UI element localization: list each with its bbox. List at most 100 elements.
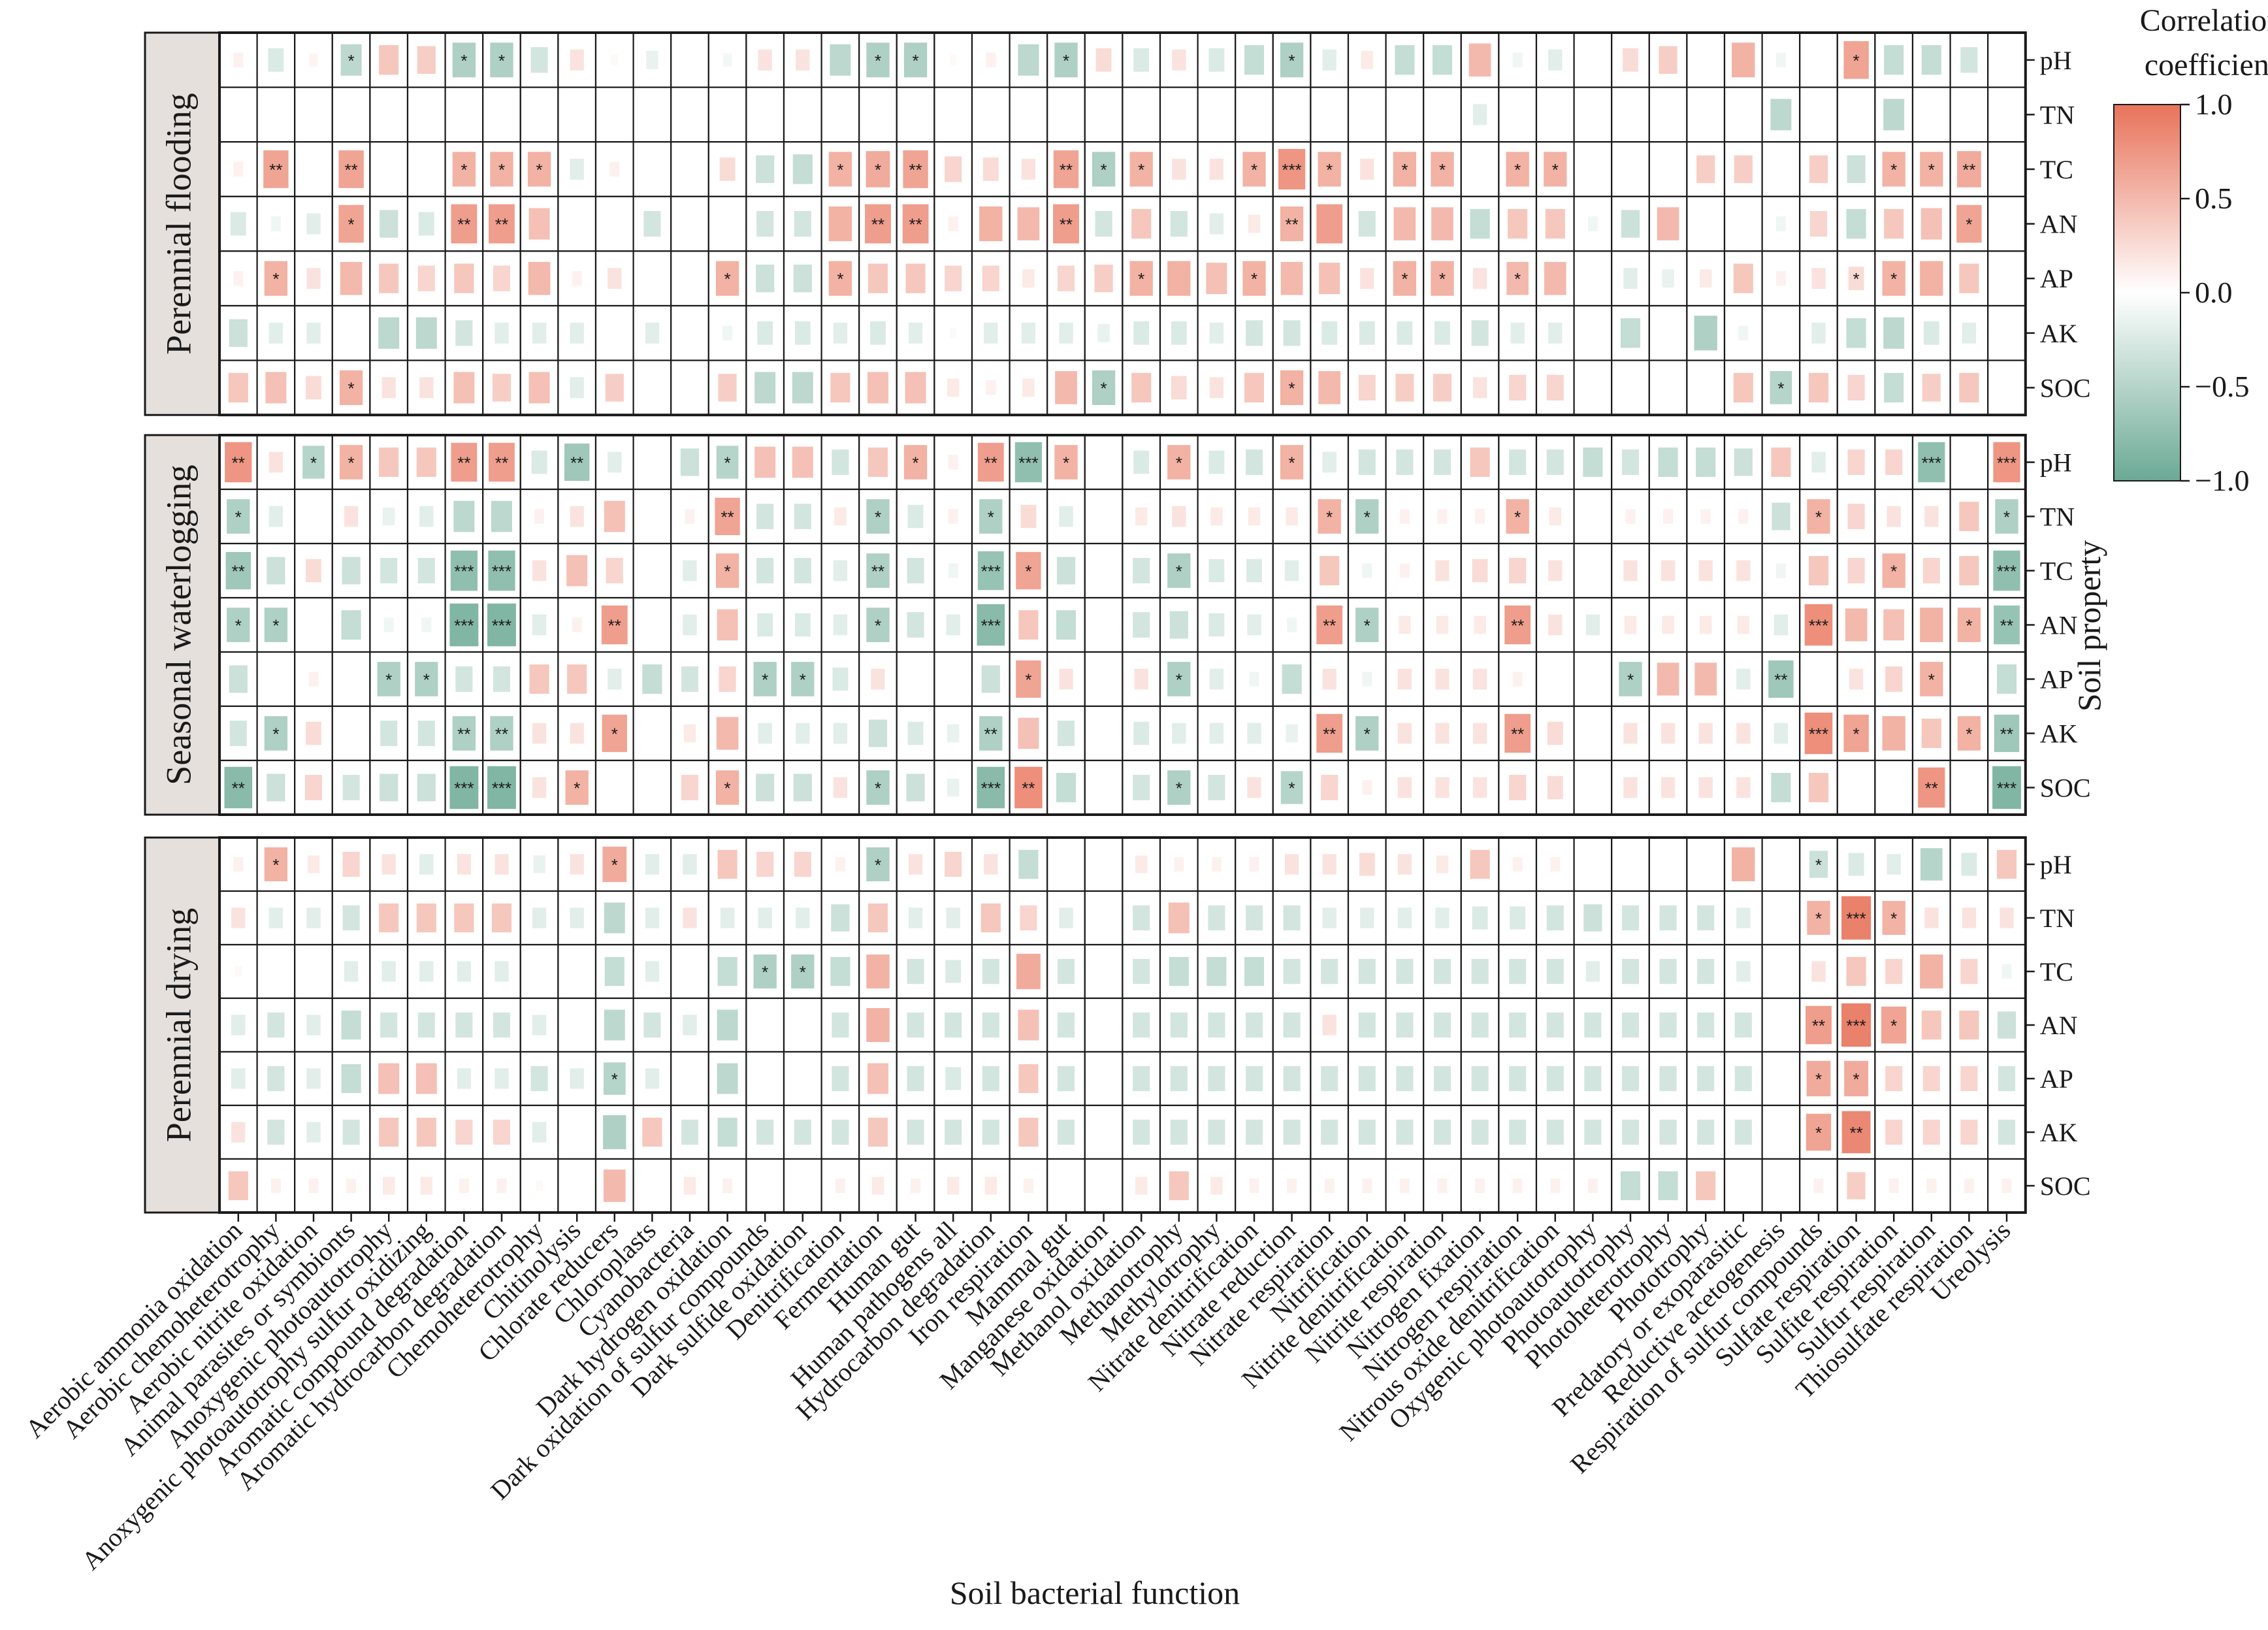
correlation-mark — [1698, 723, 1713, 744]
correlation-mark — [1994, 714, 2020, 753]
correlation-mark — [488, 550, 515, 591]
significance-label: * — [1853, 51, 1860, 71]
correlation-mark — [1698, 777, 1713, 798]
legend-title-line1: Correlation — [2140, 3, 2268, 38]
correlation-mark — [1809, 851, 1828, 878]
correlation-mark — [379, 263, 399, 293]
correlation-mark — [1620, 318, 1641, 348]
correlation-mark — [1548, 560, 1563, 581]
correlation-mark — [794, 558, 811, 583]
correlation-mark — [832, 667, 849, 691]
correlation-mark — [1092, 370, 1116, 405]
correlation-mark — [1207, 956, 1227, 986]
correlation-mark — [646, 50, 658, 69]
correlation-mark — [828, 261, 852, 296]
heatmap-cell — [1385, 86, 1425, 143]
correlation-mark — [1509, 958, 1527, 985]
correlation-mark — [1882, 261, 1905, 296]
correlation-mark — [716, 446, 739, 479]
significance-label: * — [800, 670, 806, 690]
correlation-mark — [1959, 1010, 1979, 1040]
correlation-mark — [566, 555, 588, 587]
correlation-mark — [379, 903, 399, 933]
significance-label: * — [1251, 269, 1257, 289]
significance-label: * — [1289, 453, 1295, 473]
heatmap-cell — [1723, 1158, 1763, 1214]
significance-label: * — [913, 51, 919, 71]
correlation-mark — [1734, 448, 1753, 476]
heatmap-cell — [670, 195, 709, 252]
correlation-mark — [605, 374, 624, 402]
correlation-mark — [1432, 45, 1453, 75]
correlation-mark — [1962, 907, 1977, 928]
significance-label: * — [348, 453, 355, 473]
significance-label: * — [762, 670, 768, 690]
correlation-mark — [1697, 1119, 1715, 1145]
heatmap-cell — [1347, 86, 1387, 143]
correlation-mark — [1433, 1066, 1451, 1092]
correlation-mark — [1245, 449, 1263, 475]
significance-label: ** — [721, 508, 734, 527]
significance-label: * — [1176, 453, 1182, 473]
correlation-mark — [487, 603, 516, 647]
heatmap-cell — [670, 1051, 709, 1107]
correlation-mark — [1472, 559, 1488, 583]
correlation-mark — [1170, 1119, 1188, 1145]
correlation-mark — [719, 157, 736, 181]
correlation-mark — [796, 907, 810, 928]
heatmap-cell — [369, 141, 409, 197]
correlation-mark — [1134, 668, 1148, 690]
correlation-mark — [835, 856, 845, 872]
correlation-mark — [1504, 713, 1531, 753]
correlation-mark — [1245, 320, 1263, 346]
heatmap-cell — [1046, 1158, 1086, 1214]
correlation-mark — [306, 907, 321, 928]
correlation-mark — [417, 558, 435, 583]
heatmap-cell — [557, 943, 597, 1000]
correlation-mark — [645, 961, 660, 982]
row-label: TN — [2040, 502, 2075, 532]
correlation-mark — [1318, 499, 1341, 534]
correlation-mark — [1621, 1066, 1640, 1092]
correlation-mark — [1506, 261, 1529, 295]
correlation-mark — [496, 1178, 507, 1194]
heatmap-cell — [294, 86, 333, 143]
correlation-mark — [907, 1119, 924, 1145]
correlation-mark — [715, 261, 739, 296]
row-label: pH — [2040, 448, 2072, 478]
heatmap-cell — [1385, 943, 1425, 1000]
correlation-mark — [1471, 1066, 1489, 1092]
correlation-mark — [1921, 45, 1941, 75]
heatmap-cell — [331, 705, 371, 762]
correlation-mark — [907, 612, 924, 638]
correlation-mark — [1920, 208, 1942, 240]
correlation-mark — [1659, 46, 1677, 74]
heatmap-cell — [1987, 250, 2026, 307]
correlation-mark — [1133, 450, 1150, 474]
correlation-mark — [1167, 445, 1191, 480]
correlation-mark — [1885, 958, 1903, 985]
correlation-mark — [1813, 1178, 1824, 1194]
correlation-mark — [1210, 507, 1223, 526]
correlation-mark — [1694, 316, 1717, 351]
correlation-mark — [1621, 958, 1640, 985]
correlation-mark — [227, 608, 250, 642]
correlation-mark — [1697, 905, 1715, 931]
correlation-mark — [1167, 770, 1191, 805]
correlation-mark — [1848, 267, 1864, 291]
correlation-mark — [1095, 48, 1112, 72]
correlation-mark — [908, 907, 923, 928]
significance-label: ** — [495, 215, 508, 235]
significance-label: ** — [495, 725, 508, 744]
row-label: TC — [2040, 957, 2073, 986]
correlation-mark — [645, 322, 660, 344]
correlation-mark — [1587, 216, 1598, 231]
correlation-mark — [1057, 1012, 1075, 1038]
correlation-mark — [1736, 907, 1751, 928]
correlation-mark — [1397, 668, 1412, 690]
correlation-mark — [753, 954, 777, 988]
heatmap-cell — [256, 1051, 296, 1107]
heatmap-cell — [745, 86, 785, 143]
correlation-mark — [264, 608, 288, 642]
correlation-mark — [1510, 322, 1525, 344]
